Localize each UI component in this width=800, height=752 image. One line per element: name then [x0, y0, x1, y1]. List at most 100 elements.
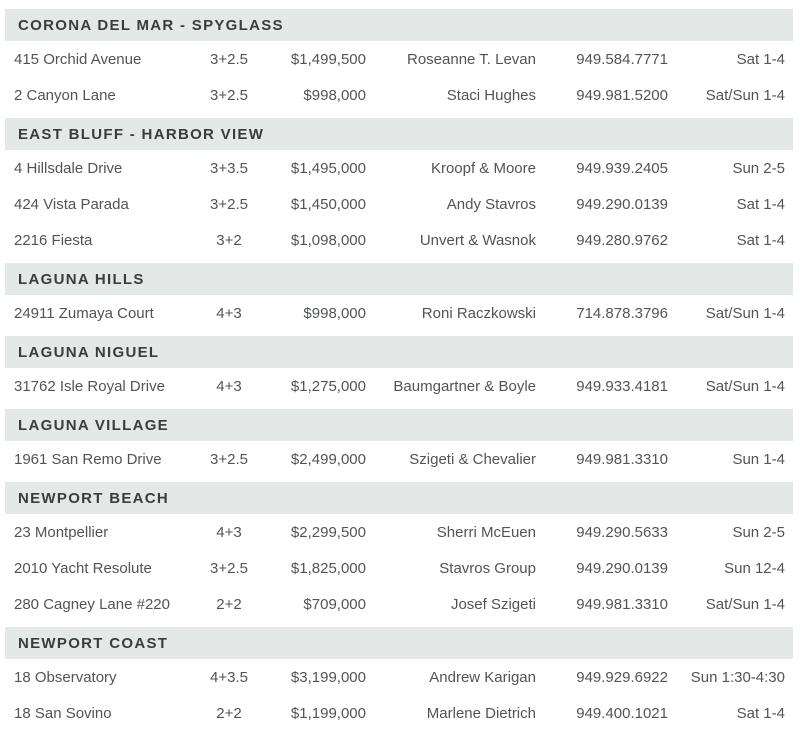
listing-agent: Sherri McEuen	[436, 523, 536, 541]
listing-phone: 949.929.6922	[576, 668, 668, 686]
section-rows: 24911 Zumaya Court 4+3 $998,000 Roni Rac…	[5, 295, 793, 331]
listing-beds-baths: 3+2.5	[210, 559, 248, 577]
listing-beds-baths: 2+2	[216, 595, 242, 613]
listing-open-time: Sat/Sun 1-4	[705, 595, 785, 613]
listing-beds-baths: 3+2.5	[210, 450, 248, 468]
listing-phone: 949.290.5633	[576, 523, 668, 541]
listing-beds-baths: 3+3.5	[210, 159, 248, 177]
listing-row: 31762 Isle Royal Drive 4+3 $1,275,000 Ba…	[5, 368, 793, 404]
listing-row: 18 Observatory 4+3.5 $3,199,000 Andrew K…	[5, 659, 793, 695]
listing-agent: Baumgartner & Boyle	[393, 377, 536, 395]
listing-phone: 949.933.4181	[576, 377, 668, 395]
listing-agent: Staci Hughes	[446, 86, 536, 104]
section-rows: 415 Orchid Avenue 3+2.5 $1,499,500 Rosea…	[5, 41, 793, 113]
section-rows: 18 Observatory 4+3.5 $3,199,000 Andrew K…	[5, 659, 793, 731]
listing-section: NEWPORT BEACH 23 Montpellier 4+3 $2,299,…	[5, 482, 793, 622]
listing-phone: 949.290.0139	[576, 559, 668, 577]
listing-price: $1,825,000	[290, 559, 366, 577]
listing-price: $1,199,000	[290, 704, 366, 722]
section-rows: 23 Montpellier 4+3 $2,299,500 Sherri McE…	[5, 514, 793, 622]
listing-beds-baths: 3+2.5	[210, 86, 248, 104]
listing-open-time: Sat/Sun 1-4	[705, 304, 785, 322]
listing-phone: 949.400.1021	[576, 704, 668, 722]
listing-open-time: Sat/Sun 1-4	[705, 86, 785, 104]
listing-agent: Josef Szigeti	[450, 595, 536, 613]
listing-row: 23 Montpellier 4+3 $2,299,500 Sherri McE…	[5, 514, 793, 550]
listing-phone: 949.280.9762	[576, 231, 668, 249]
listing-agent: Unvert & Wasnok	[419, 231, 536, 249]
listing-open-time: Sat 1-4	[736, 704, 785, 722]
listing-phone: 949.939.2405	[576, 159, 668, 177]
listing-agent: Stavros Group	[439, 559, 536, 577]
listing-agent: Roni Raczkowski	[421, 304, 536, 322]
section-header-band: NEWPORT COAST	[5, 627, 793, 659]
listing-price: $1,098,000	[290, 231, 366, 249]
section-rows: 4 Hillsdale Drive 3+3.5 $1,495,000 Kroop…	[5, 150, 793, 258]
listing-beds-baths: 2+2	[216, 704, 242, 722]
listing-price: $2,499,000	[290, 450, 366, 468]
section-header-band: CORONA DEL MAR - SPYGLASS	[5, 9, 793, 41]
listing-open-time: Sat 1-4	[736, 50, 785, 68]
listing-section: LAGUNA NIGUEL 31762 Isle Royal Drive 4+3…	[5, 336, 793, 404]
listing-price: $998,000	[303, 86, 366, 104]
listing-phone: 949.290.0139	[576, 195, 668, 213]
listing-open-time: Sat 1-4	[736, 231, 785, 249]
listing-section: CORONA DEL MAR - SPYGLASS 415 Orchid Ave…	[5, 9, 793, 113]
listing-row: 2 Canyon Lane 3+2.5 $998,000 Staci Hughe…	[5, 77, 793, 113]
listing-price: $1,450,000	[290, 195, 366, 213]
listing-phone: 949.981.3310	[576, 450, 668, 468]
listing-open-time: Sun 12-4	[724, 559, 785, 577]
listing-address: 2 Canyon Lane	[14, 86, 116, 104]
listing-price: $1,495,000	[290, 159, 366, 177]
listing-section: EAST BLUFF - HARBOR VIEW 4 Hillsdale Dri…	[5, 118, 793, 258]
section-header-band: LAGUNA NIGUEL	[5, 336, 793, 368]
listing-row: 4 Hillsdale Drive 3+3.5 $1,495,000 Kroop…	[5, 150, 793, 186]
listing-agent: Roseanne T. Levan	[407, 50, 536, 68]
listing-open-time: Sun 1-4	[732, 450, 785, 468]
listing-beds-baths: 4+3	[216, 304, 242, 322]
listing-row: 2010 Yacht Resolute 3+2.5 $1,825,000 Sta…	[5, 550, 793, 586]
listing-agent: Andrew Karigan	[429, 668, 536, 686]
listing-beds-baths: 4+3	[216, 523, 242, 541]
listing-agent: Kroopf & Moore	[430, 159, 536, 177]
section-title: LAGUNA NIGUEL	[18, 343, 160, 361]
section-title: LAGUNA HILLS	[18, 270, 145, 288]
section-rows: 31762 Isle Royal Drive 4+3 $1,275,000 Ba…	[5, 368, 793, 404]
listing-beds-baths: 4+3	[216, 377, 242, 395]
listing-address: 424 Vista Parada	[14, 195, 129, 213]
listing-row: 1961 San Remo Drive 3+2.5 $2,499,000 Szi…	[5, 441, 793, 477]
section-rows: 1961 San Remo Drive 3+2.5 $2,499,000 Szi…	[5, 441, 793, 477]
listing-agent: Szigeti & Chevalier	[409, 450, 536, 468]
listing-price: $709,000	[303, 595, 366, 613]
listing-price: $1,275,000	[290, 377, 366, 395]
listing-section: LAGUNA HILLS 24911 Zumaya Court 4+3 $998…	[5, 263, 793, 331]
listing-beds-baths: 4+3.5	[210, 668, 248, 686]
listing-address: 18 Observatory	[14, 668, 117, 686]
listing-address: 1961 San Remo Drive	[14, 450, 162, 468]
listing-address: 23 Montpellier	[14, 523, 109, 541]
listing-address: 2216 Fiesta	[14, 231, 93, 249]
listing-open-time: Sun 1:30-4:30	[690, 668, 785, 686]
section-title: CORONA DEL MAR - SPYGLASS	[18, 16, 284, 34]
section-header-band: LAGUNA VILLAGE	[5, 409, 793, 441]
listing-row: 424 Vista Parada 3+2.5 $1,450,000 Andy S…	[5, 186, 793, 222]
listing-beds-baths: 3+2.5	[210, 195, 248, 213]
listing-phone: 714.878.3796	[576, 304, 668, 322]
section-title: NEWPORT BEACH	[18, 489, 170, 507]
listing-price: $998,000	[303, 304, 366, 322]
listing-row: 2216 Fiesta 3+2 $1,098,000 Unvert & Wasn…	[5, 222, 793, 258]
listing-row: 415 Orchid Avenue 3+2.5 $1,499,500 Rosea…	[5, 41, 793, 77]
listing-beds-baths: 3+2	[216, 231, 242, 249]
listing-open-time: Sun 2-5	[732, 159, 785, 177]
listing-row: 280 Cagney Lane #220 2+2 $709,000 Josef …	[5, 586, 793, 622]
listing-price: $3,199,000	[290, 668, 366, 686]
section-header-band: LAGUNA HILLS	[5, 263, 793, 295]
listing-open-time: Sat/Sun 1-4	[705, 377, 785, 395]
listing-section: NEWPORT COAST 18 Observatory 4+3.5 $3,19…	[5, 627, 793, 731]
listing-beds-baths: 3+2.5	[210, 50, 248, 68]
section-title: EAST BLUFF - HARBOR VIEW	[18, 125, 265, 143]
listing-agent: Andy Stavros	[446, 195, 536, 213]
listing-address: 18 San Sovino	[14, 704, 112, 722]
listing-address: 4 Hillsdale Drive	[14, 159, 123, 177]
open-house-listings-page: CORONA DEL MAR - SPYGLASS 415 Orchid Ave…	[5, 9, 793, 731]
